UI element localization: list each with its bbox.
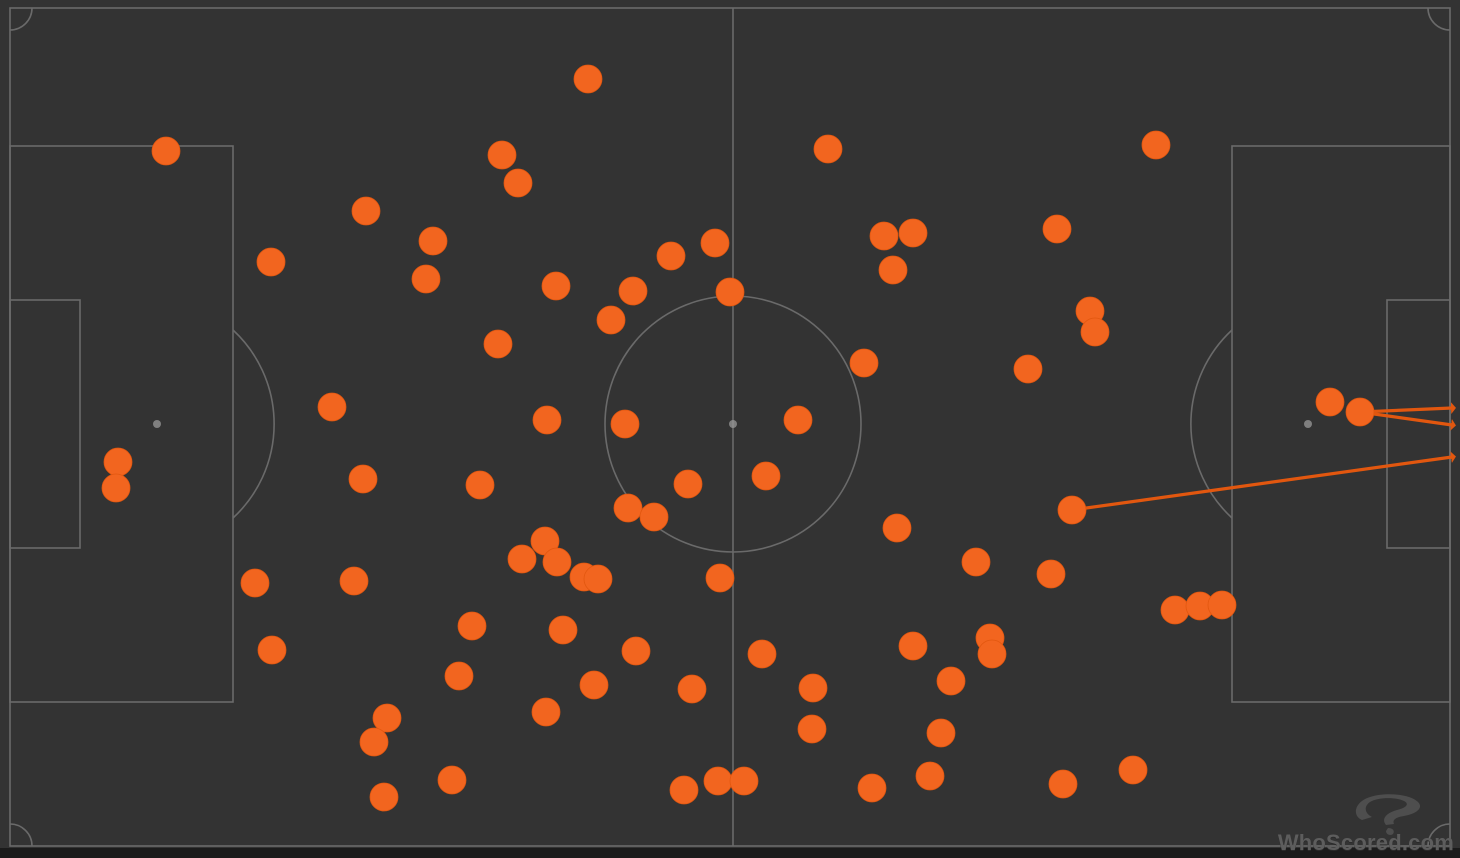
event-marker bbox=[418, 226, 448, 256]
event-marker bbox=[798, 673, 828, 703]
event-marker bbox=[151, 136, 181, 166]
event-marker bbox=[915, 761, 945, 791]
event-marker bbox=[857, 773, 887, 803]
event-marker bbox=[878, 255, 908, 285]
right-penalty-arc bbox=[1190, 329, 1233, 519]
pass-lines-layer bbox=[1071, 402, 1456, 512]
event-marker bbox=[411, 264, 441, 294]
event-marker bbox=[1036, 559, 1066, 589]
event-marker bbox=[1080, 317, 1110, 347]
event-marker bbox=[1042, 214, 1072, 244]
event-marker bbox=[351, 196, 381, 226]
event-marker bbox=[369, 782, 399, 812]
event-marker bbox=[531, 697, 561, 727]
corner-arc-top-right bbox=[1427, 7, 1451, 31]
event-marker bbox=[936, 666, 966, 696]
left-penalty-spot bbox=[153, 420, 161, 428]
event-marker bbox=[372, 703, 402, 733]
event-marker bbox=[621, 636, 651, 666]
event-marker bbox=[1160, 595, 1190, 625]
event-marker bbox=[673, 469, 703, 499]
event-marker bbox=[487, 140, 517, 170]
event-marker bbox=[813, 134, 843, 164]
event-marker bbox=[613, 493, 643, 523]
pitch-spots bbox=[153, 420, 1312, 428]
event-marker bbox=[579, 670, 609, 700]
event-marker bbox=[240, 568, 270, 598]
event-marker bbox=[729, 766, 759, 796]
event-marker bbox=[1345, 397, 1375, 427]
event-marker bbox=[465, 470, 495, 500]
event-marker bbox=[656, 241, 686, 271]
event-marker bbox=[882, 513, 912, 543]
event-marker bbox=[1141, 130, 1171, 160]
event-marker bbox=[618, 276, 648, 306]
event-marker bbox=[101, 473, 131, 503]
event-marker bbox=[444, 661, 474, 691]
event-marker bbox=[700, 228, 730, 258]
event-marker bbox=[348, 464, 378, 494]
pass-line bbox=[1359, 410, 1456, 431]
event-marker bbox=[669, 775, 699, 805]
event-markers-layer bbox=[101, 64, 1375, 812]
event-marker bbox=[898, 218, 928, 248]
event-marker bbox=[583, 564, 613, 594]
event-marker bbox=[747, 639, 777, 669]
pitch-markings bbox=[9, 7, 1451, 847]
event-marker bbox=[783, 405, 813, 435]
event-marker bbox=[977, 639, 1007, 669]
event-marker bbox=[503, 168, 533, 198]
event-marker bbox=[437, 765, 467, 795]
pass-line bbox=[1359, 402, 1456, 415]
left-penalty-arc bbox=[232, 329, 275, 519]
corner-arc-top-left bbox=[9, 7, 33, 31]
center-spot bbox=[729, 420, 737, 428]
event-marker bbox=[705, 563, 735, 593]
event-marker bbox=[751, 461, 781, 491]
event-marker bbox=[610, 409, 640, 439]
event-marker bbox=[898, 631, 928, 661]
event-marker bbox=[715, 277, 745, 307]
event-marker bbox=[639, 502, 669, 532]
event-marker bbox=[317, 392, 347, 422]
right-penalty-spot bbox=[1304, 420, 1312, 428]
event-marker bbox=[703, 766, 733, 796]
event-marker bbox=[548, 615, 578, 645]
event-marker bbox=[507, 544, 537, 574]
event-marker bbox=[596, 305, 626, 335]
event-marker bbox=[256, 247, 286, 277]
event-marker bbox=[541, 271, 571, 301]
event-marker bbox=[1013, 354, 1043, 384]
event-marker bbox=[869, 221, 899, 251]
event-marker bbox=[1057, 495, 1087, 525]
left-six-yard-box bbox=[9, 299, 81, 549]
event-marker bbox=[1118, 755, 1148, 785]
event-marker bbox=[483, 329, 513, 359]
event-marker bbox=[1048, 769, 1078, 799]
corner-arc-bottom-right bbox=[1427, 823, 1451, 847]
event-marker bbox=[257, 635, 287, 665]
event-marker bbox=[1315, 387, 1345, 417]
event-marker bbox=[103, 447, 133, 477]
event-marker bbox=[961, 547, 991, 577]
event-marker bbox=[542, 547, 572, 577]
event-marker bbox=[1207, 590, 1237, 620]
event-marker bbox=[926, 718, 956, 748]
event-marker bbox=[359, 727, 389, 757]
pass-line bbox=[1071, 451, 1456, 512]
event-marker bbox=[339, 566, 369, 596]
event-marker bbox=[677, 674, 707, 704]
event-marker bbox=[457, 611, 487, 641]
event-marker bbox=[849, 348, 879, 378]
bottom-strip bbox=[0, 848, 1460, 858]
event-marker bbox=[797, 714, 827, 744]
corner-arc-bottom-left bbox=[9, 823, 33, 847]
event-marker bbox=[573, 64, 603, 94]
event-marker bbox=[532, 405, 562, 435]
